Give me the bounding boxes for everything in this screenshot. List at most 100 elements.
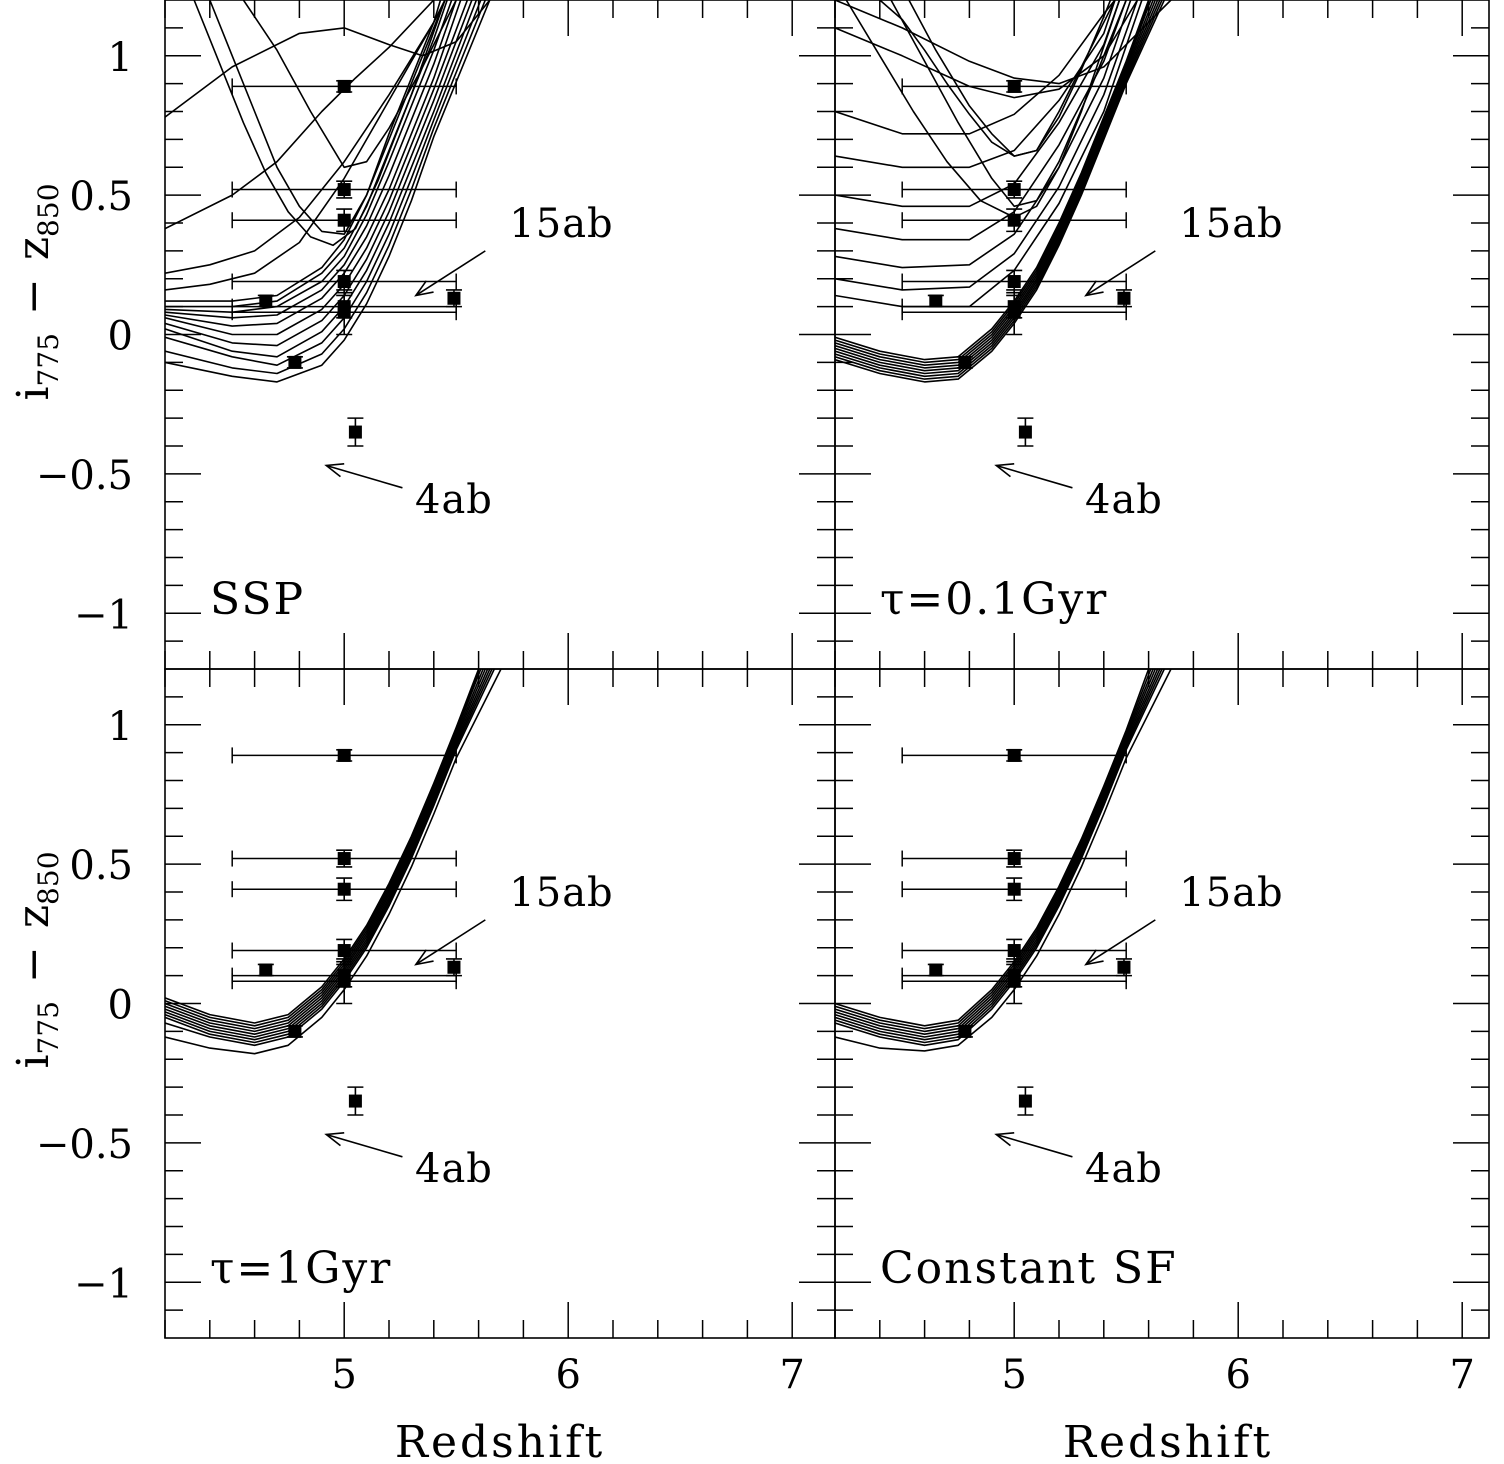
- y-label-sub1: 775: [32, 333, 65, 386]
- data-marker: [958, 355, 972, 369]
- arrow-head: [994, 1132, 1015, 1147]
- data-point: [286, 355, 303, 369]
- model-curve: [835, 0, 1154, 369]
- panel-title: Constant SF: [880, 1243, 1178, 1294]
- annotation-label: 4ab: [415, 1146, 493, 1192]
- data-point: [956, 355, 973, 369]
- y-label-i: i: [8, 1054, 59, 1068]
- data-point: [231, 78, 457, 95]
- data-point: [231, 269, 457, 294]
- data-marker: [1117, 960, 1131, 974]
- model-curve: [835, 0, 1116, 169]
- annotation: 15ab: [414, 201, 613, 297]
- model-curve: [165, 671, 480, 1027]
- annotation: 4ab: [324, 1132, 493, 1192]
- data-point: [927, 963, 944, 977]
- data-marker: [1117, 291, 1131, 305]
- y-label-dash: −: [8, 946, 59, 983]
- data-point: [901, 849, 1127, 868]
- model-curve: [165, 669, 491, 1041]
- panel-title: τ=1Gyr: [210, 1243, 392, 1294]
- tick-labels: −1 −0.5 0 0.5 1 5 6 7: [36, 704, 805, 1398]
- model-curve: [835, 0, 1139, 291]
- model-curve: [835, 0, 1150, 361]
- x-axis-title-right: Redshift: [1063, 1417, 1273, 1464]
- model-curve: [835, 669, 1154, 1033]
- data-marker: [1018, 425, 1032, 439]
- model-curve: [835, 669, 1157, 1035]
- data-marker: [337, 213, 351, 227]
- model-curve: [209, 0, 446, 235]
- y-tick-label: 0: [108, 314, 133, 360]
- arrow-head: [1084, 949, 1104, 966]
- annotation: 15ab: [1084, 201, 1283, 297]
- data-point: [231, 958, 457, 1005]
- annotation: 4ab: [994, 1132, 1163, 1192]
- y-label-z: z: [8, 237, 59, 260]
- y-tick-label: 0: [108, 983, 133, 1029]
- annotation: 4ab: [994, 463, 1163, 523]
- model-curve: [165, 0, 457, 319]
- data-point: [901, 269, 1127, 294]
- panel-tau-01gyr: 15ab 4ab τ=0.1Gyr: [834, 0, 1490, 670]
- annotation: 4ab: [324, 463, 492, 523]
- model-curve: [835, 669, 1163, 1044]
- y-tick-label: 0.5: [69, 843, 133, 889]
- model-curves: [165, 669, 502, 1055]
- model-curve: [165, 669, 484, 1033]
- tick-labels: −1 −0.5 0 0.5 1: [36, 35, 133, 639]
- y-tick-label: 0.5: [69, 174, 133, 220]
- y-axis-title-bottom: i775 − z850: [8, 851, 65, 1068]
- model-curve: [165, 0, 482, 366]
- model-curve: [165, 669, 487, 1035]
- tick-labels: 5 6 7: [1001, 1352, 1474, 1398]
- data-marker: [929, 294, 943, 308]
- model-curve: [165, 669, 482, 1030]
- data-marker: [259, 294, 273, 308]
- x-tick-label: 7: [779, 1352, 804, 1398]
- data-point: [1017, 1086, 1034, 1116]
- data-point: [1115, 958, 1132, 977]
- annotation: 15ab: [414, 870, 613, 966]
- annotation-arrow: [415, 250, 486, 297]
- model-curve: [835, 0, 1159, 375]
- panel-frame: [834, 668, 1490, 1339]
- data-marker: [288, 355, 302, 369]
- model-curve: [835, 669, 1172, 1052]
- data-point: [901, 747, 1127, 764]
- data-point: [901, 208, 1127, 233]
- data-point: [231, 180, 457, 199]
- panel-tau-1gyr: 15ab 4ab −1 −0.5 0 0.5 1 5 6 7 τ=1Gyr: [36, 668, 836, 1398]
- y-label-sub1: 775: [32, 1001, 65, 1054]
- annotation-arrow: [415, 919, 486, 966]
- model-curve: [165, 669, 496, 1047]
- annotation-label: 4ab: [1085, 477, 1163, 523]
- model-curve: [908, 0, 1116, 157]
- annotations: 15ab 4ab: [324, 870, 613, 1192]
- data-marker: [288, 1024, 302, 1038]
- model-curve: [835, 0, 1161, 378]
- model-curve: [165, 669, 489, 1038]
- data-marker: [337, 183, 351, 197]
- y-axis-label: i775 − z850: [8, 851, 65, 1068]
- data-marker: [1007, 974, 1021, 988]
- arrow-head: [994, 463, 1015, 478]
- data-point: [257, 294, 274, 308]
- y-tick-label: −1: [74, 592, 133, 638]
- model-curve: [165, 669, 480, 1024]
- model-curve: [165, 0, 462, 327]
- y-tick-label: −0.5: [36, 453, 133, 499]
- data-marker: [348, 1094, 362, 1108]
- data-point: [445, 289, 462, 308]
- panel-constant-sf: 15ab 4ab 5 6 7 Constant SF: [834, 668, 1490, 1398]
- data-point: [286, 1024, 303, 1038]
- data-point: [231, 849, 457, 868]
- x-axis-label: Redshift: [1063, 1417, 1273, 1464]
- model-curve: [165, 0, 453, 313]
- data-marker: [337, 305, 351, 319]
- annotation-label: 4ab: [1085, 1146, 1163, 1192]
- model-curve: [835, 669, 1150, 1027]
- model-curve: [165, 0, 491, 383]
- model-curve: [835, 669, 1152, 1030]
- model-curve: [835, 0, 1152, 366]
